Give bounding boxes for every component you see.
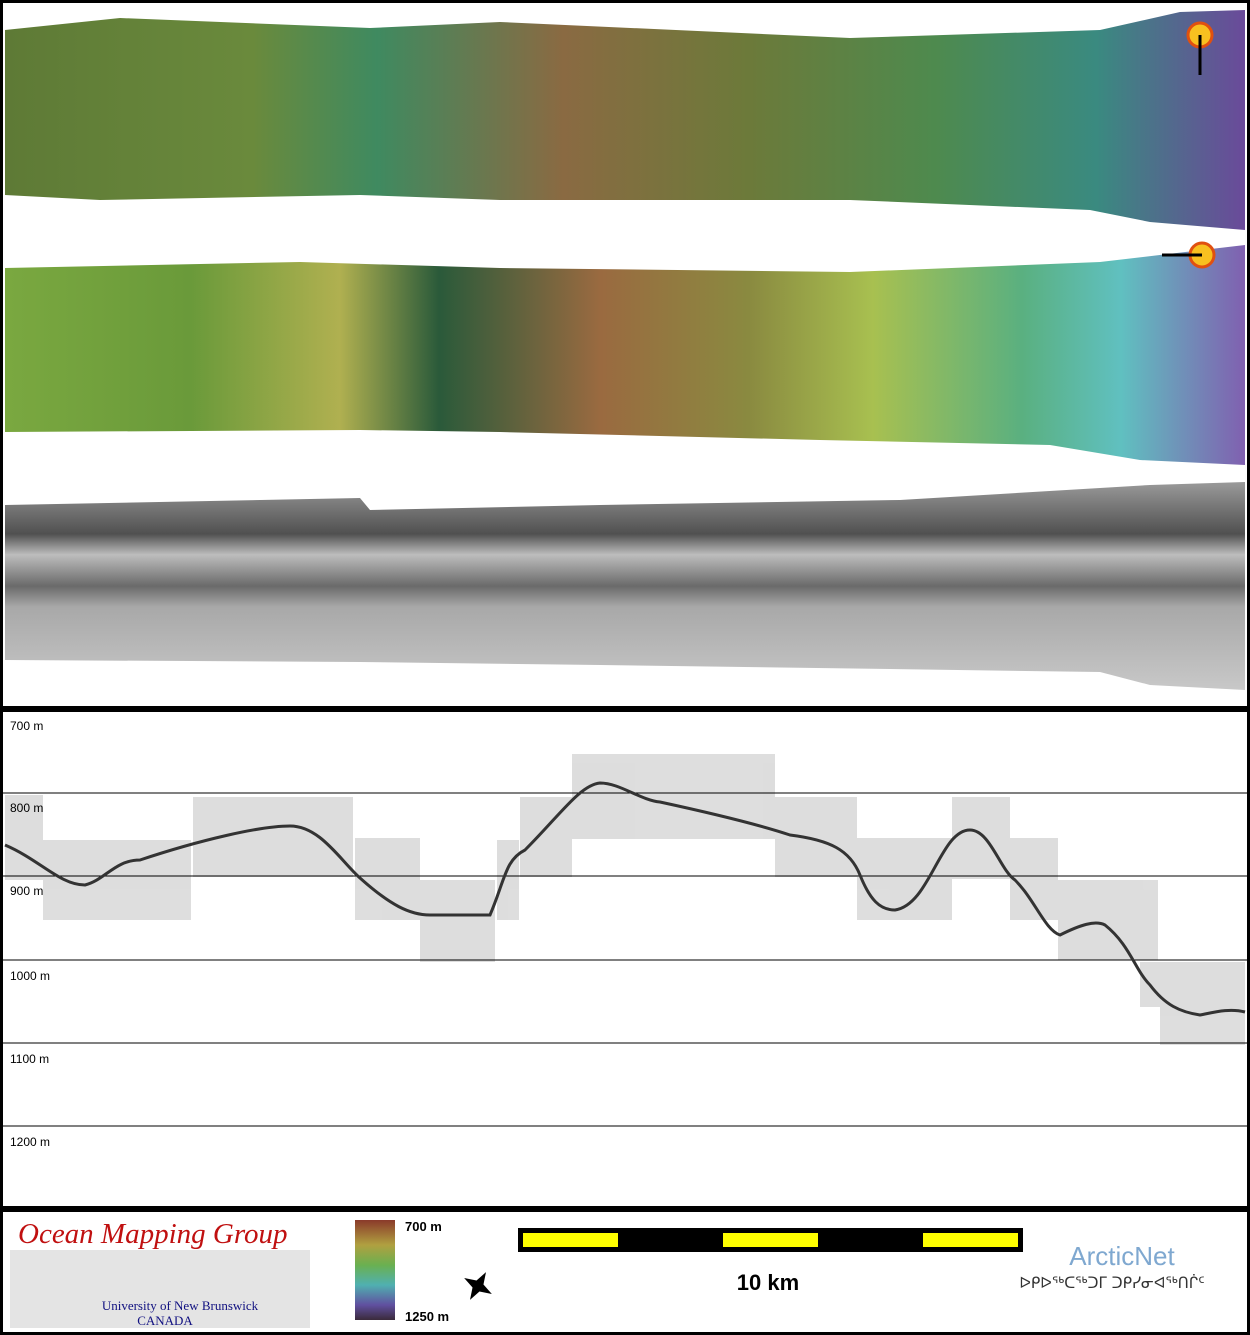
logo-title: Ocean Mapping Group [18, 1218, 288, 1250]
partner-syllabics: ᐅᑭᐅᖅᑕᖅᑐᒥ ᑐᑭᓯᓂᐊᖅᑎᒌᑦ [1019, 1274, 1204, 1292]
sun-icons [1162, 21, 1216, 269]
scale-label: 10 km [737, 1270, 799, 1295]
colorbar-bottom-label: 1250 m [405, 1309, 449, 1324]
depth-label: 800 m [10, 801, 43, 815]
shaded-relief-strip [5, 10, 1245, 230]
depth-label: 1100 m [10, 1052, 49, 1066]
scale-bar-segments [523, 1233, 1018, 1247]
colorbar-top-label: 700 m [405, 1219, 442, 1234]
depth-labels: 700 m 800 m 900 m 1000 m 1100 m 1200 m [10, 719, 50, 1149]
seafloor-profile [4, 781, 1246, 1017]
shaded-relief-strip [5, 245, 1245, 465]
backscatter-strip [5, 482, 1245, 690]
logo-university: University of New Brunswick [102, 1298, 259, 1313]
colorbar [355, 1220, 395, 1320]
separator [0, 706, 1250, 712]
separator [0, 1206, 1250, 1212]
north-arrow [464, 1272, 492, 1300]
depth-label: 1200 m [10, 1135, 50, 1149]
depth-label: 900 m [10, 884, 43, 898]
logo-background [10, 1250, 310, 1328]
partner-name: ArcticNet [1069, 1241, 1175, 1271]
depth-grid [3, 792, 1247, 1127]
depth-label: 1000 m [10, 969, 50, 983]
logo-country: CANADA [137, 1313, 193, 1328]
depth-label: 700 m [10, 719, 43, 733]
